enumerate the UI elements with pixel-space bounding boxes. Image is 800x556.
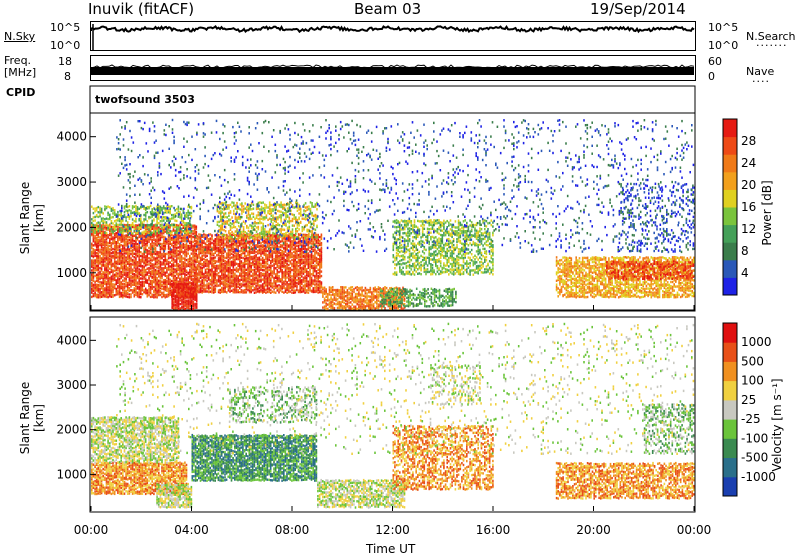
colorbar-0-tick-1: 8 [741, 244, 749, 258]
colorbar-1-tick-6: -500 [741, 451, 768, 465]
nsky-trace [91, 26, 694, 31]
colorbar-1-swatch-0 [723, 477, 737, 497]
ytick-label-0-3: 4000 [56, 130, 87, 144]
velocity-ylabel: Slant Range [km] [18, 368, 46, 468]
colorbar-1-swatch-2 [723, 438, 737, 458]
colorbar-1-tick-2: 100 [741, 374, 764, 388]
velocity-colorbar-label: Velocity [m s⁻¹] [770, 370, 784, 480]
xtick-label-5: 20:00 [576, 523, 611, 537]
xtick-label-6: 00:00 [677, 523, 712, 537]
colorbar-0-swatch-8 [723, 137, 737, 155]
colorbar-0-swatch-5 [723, 189, 737, 207]
power-cells [91, 119, 695, 310]
colorbar-0-tick-6: 28 [741, 134, 756, 148]
colorbar-0-swatch-4 [723, 207, 737, 225]
colorbar-0-swatch-0 [723, 277, 737, 295]
colorbar-1-tick-4: -25 [741, 412, 761, 426]
ytick-label-0-1: 2000 [56, 220, 87, 234]
ytick-label-1-0: 1000 [56, 467, 87, 481]
colorbar-0-swatch-3 [723, 225, 737, 243]
xtick-label-4: 16:00 [476, 523, 511, 537]
colorbar-0-swatch-2 [723, 242, 737, 260]
colorbar-0-tick-5: 24 [741, 156, 756, 170]
colorbar-1-swatch-7 [723, 342, 737, 362]
colorbar-0-swatch-7 [723, 154, 737, 172]
ytick-label-0-2: 3000 [56, 175, 87, 189]
ytick-label-1-2: 3000 [56, 378, 87, 392]
colorbar-0-tick-2: 12 [741, 222, 756, 236]
colorbar-0-swatch-1 [723, 260, 737, 278]
colorbar-1-swatch-4 [723, 400, 737, 420]
ytick-label-1-3: 4000 [56, 333, 87, 347]
colorbar-1-tick-1: 500 [741, 354, 764, 368]
freq-trace [91, 67, 694, 75]
xtick-label-3: 12:00 [375, 523, 410, 537]
power-ylabel: Slant Range [km] [18, 168, 46, 268]
colorbar-1-tick-5: -100 [741, 431, 768, 445]
ytick-label-0-0: 1000 [56, 266, 87, 280]
colorbar-0-swatch-6 [723, 172, 737, 190]
velocity-cells [91, 323, 695, 509]
colorbar-1-tick-3: 25 [741, 393, 756, 407]
ytick-label-1-1: 2000 [56, 423, 87, 437]
colorbar-0-tick-0: 4 [741, 266, 749, 280]
power-colorbar-label: Power [dB] [760, 168, 774, 258]
colorbar-0-swatch-9 [723, 119, 737, 137]
xtick-label-0: 00:00 [74, 523, 109, 537]
colorbar-1-swatch-8 [723, 323, 737, 343]
colorbar-1-swatch-6 [723, 361, 737, 381]
colorbar-1-swatch-3 [723, 419, 737, 439]
colorbar-1-swatch-1 [723, 458, 737, 478]
colorbar-0-tick-4: 20 [741, 178, 756, 192]
xtick-label-1: 04:00 [174, 523, 209, 537]
colorbar-1-swatch-5 [723, 381, 737, 401]
xtick-label-2: 08:00 [275, 523, 310, 537]
time-xlabel: Time UT [366, 543, 415, 555]
colorbar-1-tick-0: 1000 [741, 335, 772, 349]
colorbar-0-tick-3: 16 [741, 200, 756, 214]
